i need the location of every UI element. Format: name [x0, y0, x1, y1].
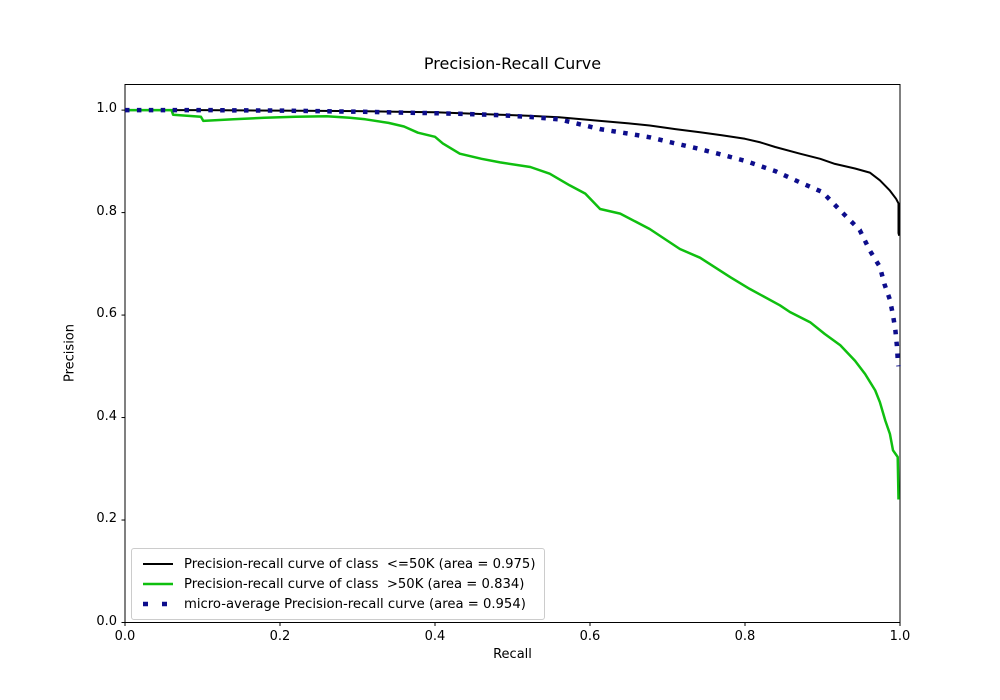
series-line-2 [125, 107, 901, 367]
chart-title: Precision-Recall Curve [423, 54, 602, 73]
x-tick-label: 1.0 [889, 629, 911, 644]
legend-item-class-gt50k: Precision-recall curve of class >50K (ar… [141, 574, 535, 594]
legend-dotted-swatch-navy [143, 601, 173, 607]
legend-label: Precision-recall curve of class >50K (ar… [184, 576, 525, 592]
x-tick-label: 0.8 [734, 629, 756, 644]
y-tick-label: 1.0 [96, 101, 117, 117]
y-tick-label: 0.4 [96, 408, 117, 424]
y-tick-label: 0.2 [96, 511, 117, 527]
y-axis-label: Precision [62, 323, 78, 383]
x-tick-label: 0.2 [269, 629, 291, 644]
axes-spines [124, 84, 901, 623]
axis-tick-marks [121, 109, 901, 626]
legend-item-class-le50k: Precision-recall curve of class <=50K (a… [141, 554, 535, 574]
y-tick-label: 0.6 [96, 306, 117, 322]
legend: Precision-recall curve of class <=50K (a… [131, 548, 546, 620]
series-lines [125, 107, 901, 500]
legend-line-swatch-black [143, 563, 173, 565]
x-axis-label: Recall [493, 647, 532, 662]
legend-line-swatch-green [143, 582, 173, 586]
y-tick-label: 0.8 [96, 203, 117, 219]
x-tick-label: 0.4 [424, 629, 446, 644]
x-tick-label: 0.6 [579, 629, 601, 644]
y-tick-label: 0.0 [96, 613, 117, 629]
legend-item-micro-average: micro-average Precision-recall curve (ar… [141, 594, 535, 614]
series-line-0 [125, 109, 901, 236]
legend-label: micro-average Precision-recall curve (ar… [184, 596, 526, 612]
series-line-1 [125, 108, 900, 500]
x-tick-label: 0.0 [114, 629, 136, 644]
legend-label: Precision-recall curve of class <=50K (a… [184, 556, 536, 572]
